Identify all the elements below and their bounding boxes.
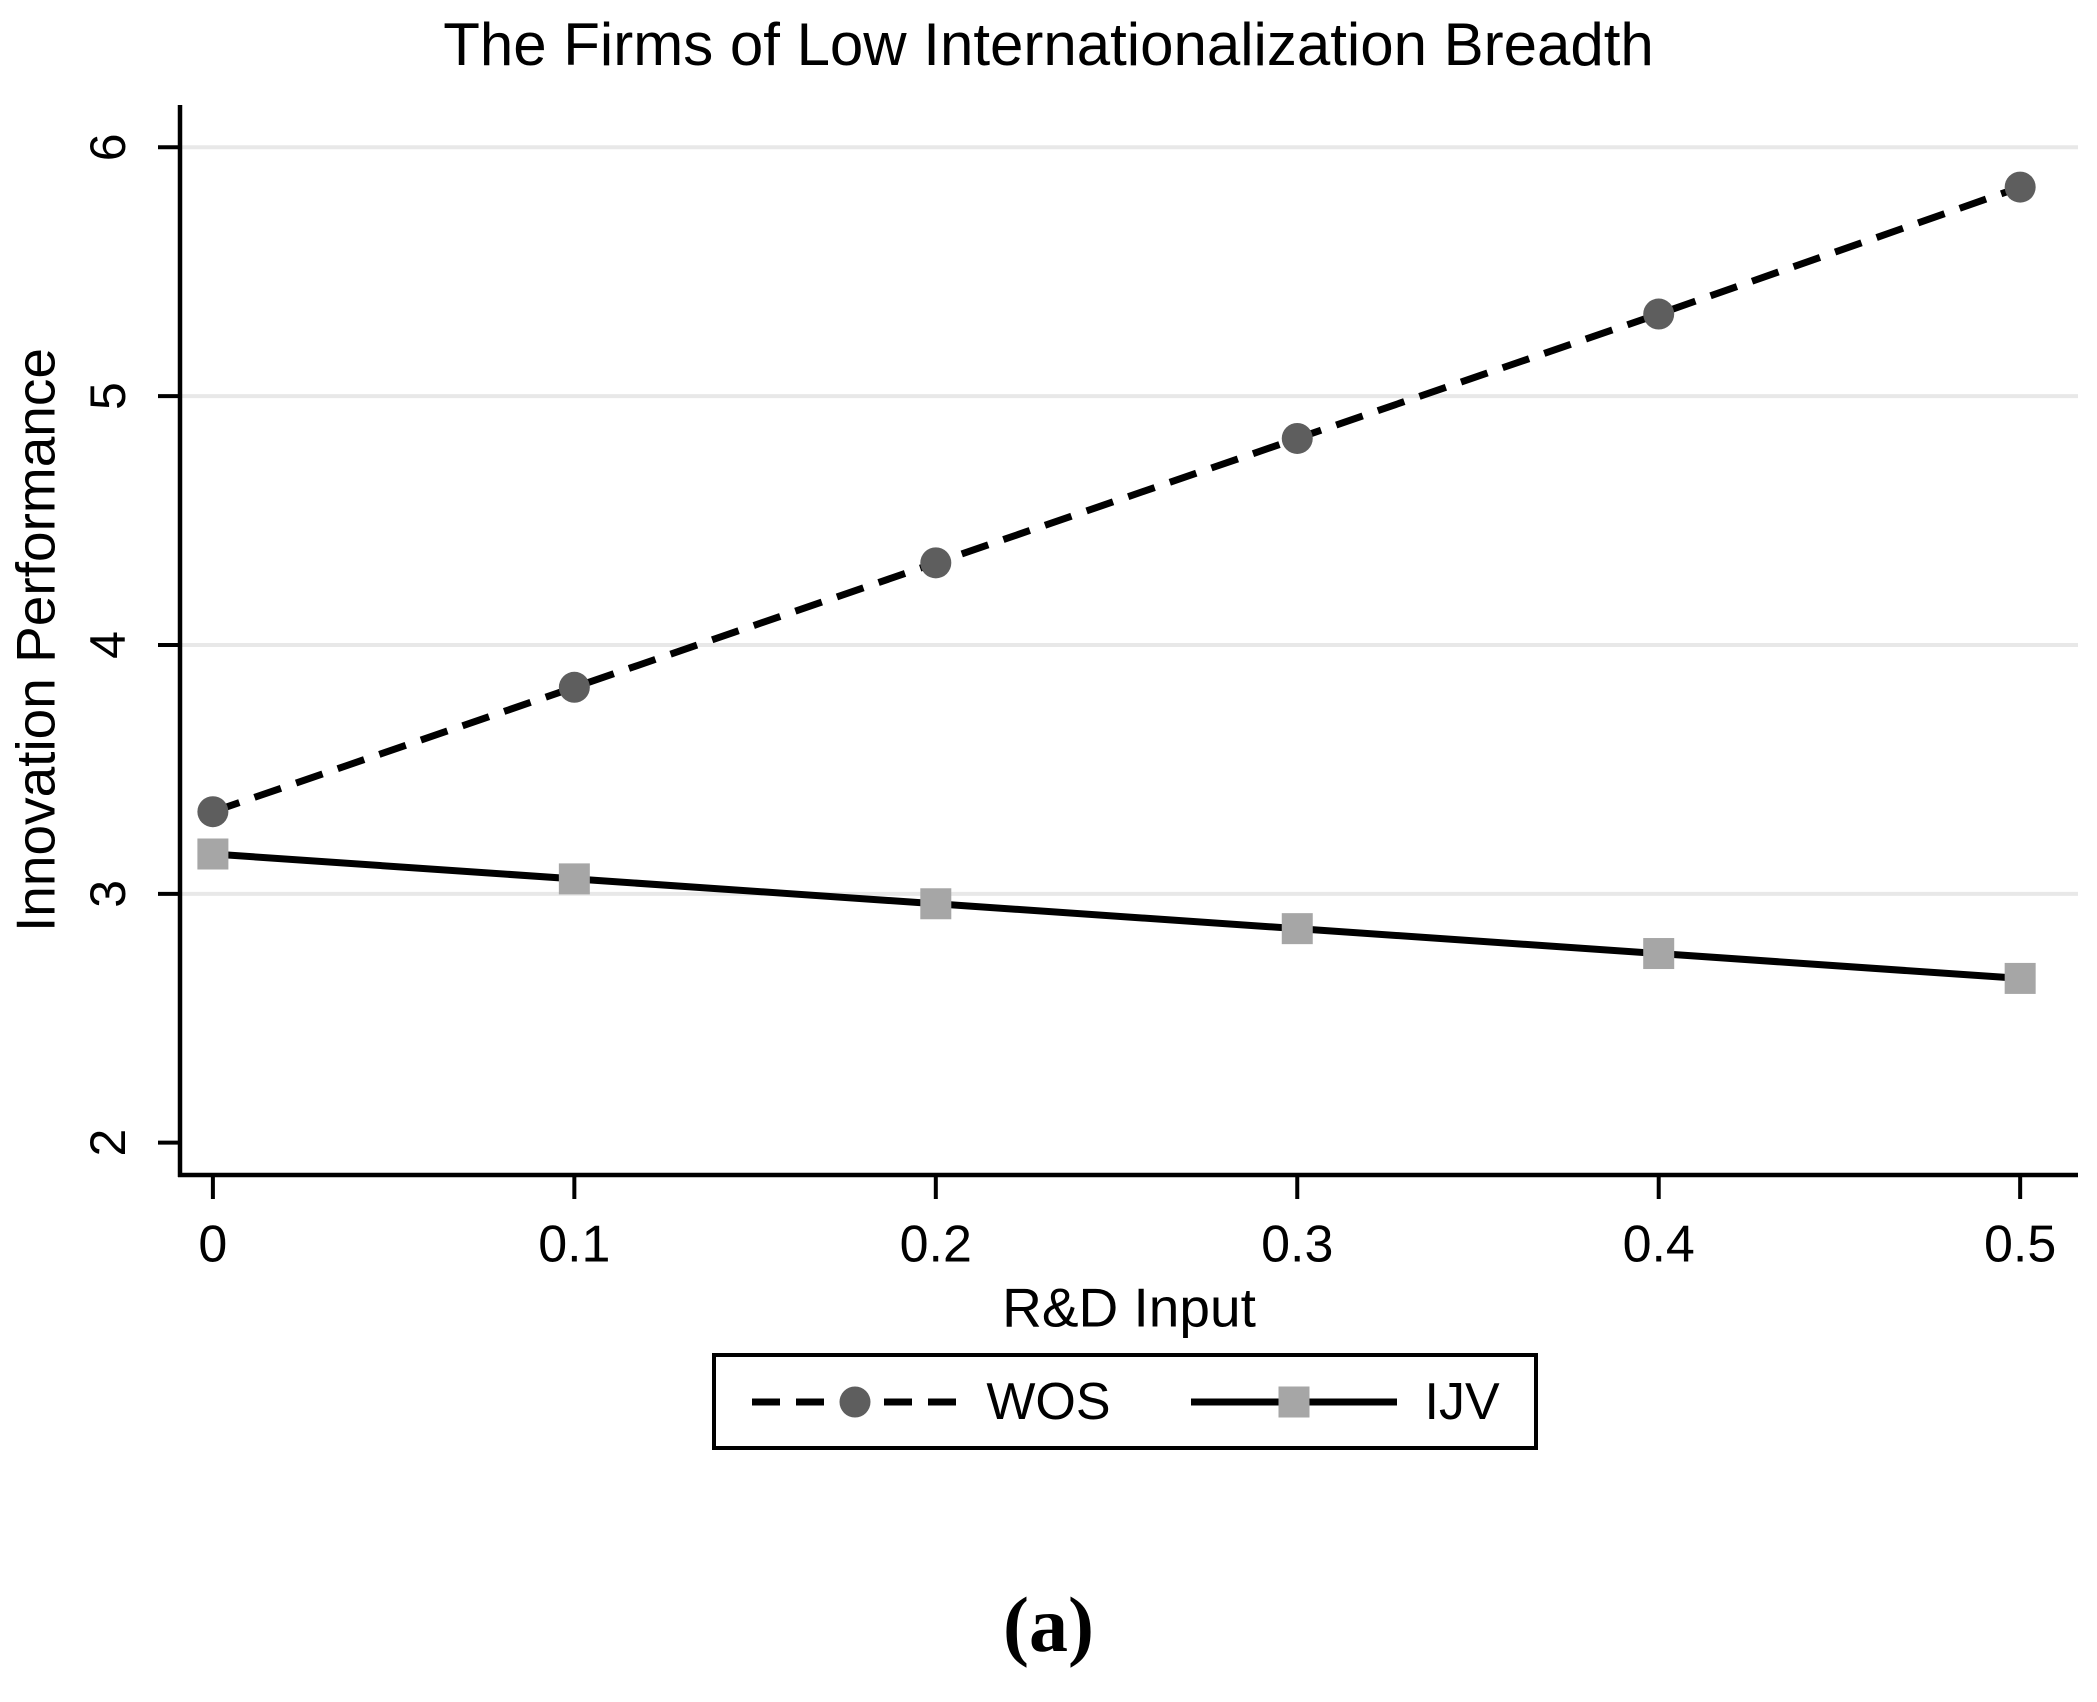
- x-tick-label-0: 0: [198, 1216, 227, 1274]
- marker-ijv-1: [558, 863, 590, 895]
- marker-wos-0: [197, 796, 229, 828]
- marker-ijv-0: [197, 838, 229, 870]
- marker-wos-3: [1281, 422, 1313, 454]
- panel-label: (a): [1003, 1581, 1094, 1668]
- marker-ijv-4: [1643, 938, 1675, 970]
- y-tick-label-3: 3: [80, 880, 136, 908]
- y-tick-label-5: 5: [80, 382, 136, 410]
- marker-ijv-3: [1281, 913, 1313, 945]
- legend-label-wos: WOS: [986, 1372, 1111, 1431]
- x-tick-label-3: 0.3: [1261, 1216, 1333, 1274]
- marker-ijv-2: [920, 888, 952, 920]
- legend-item-ijv: IJV: [1189, 1376, 1500, 1428]
- y-tick-label-6: 6: [80, 133, 136, 161]
- ijv-line-sample-icon: [1190, 1386, 1397, 1417]
- y-tick-label-2: 2: [80, 1129, 136, 1157]
- chart-title: The Firms of Low Internationalization Br…: [443, 11, 1654, 78]
- marker-wos-4: [1643, 298, 1675, 330]
- y-tick-label-4: 4: [80, 631, 136, 659]
- marker-ijv-5: [2004, 962, 2036, 994]
- legend-item-wos: WOS: [750, 1372, 1111, 1431]
- legend-label-ijv: IJV: [1424, 1372, 1500, 1431]
- x-axis-title: R&D Input: [1002, 1277, 1256, 1339]
- x-tick-label-1: 0.1: [538, 1216, 610, 1274]
- x-tick-label-5: 0.5: [1984, 1216, 2056, 1274]
- legend: WOS IJV: [712, 1353, 1538, 1450]
- series-line-wos: [211, 183, 2022, 816]
- x-tick-label-2: 0.2: [900, 1216, 972, 1274]
- y-axis-title: Innovation Performance: [5, 348, 67, 932]
- marker-wos-5: [2004, 171, 2036, 203]
- series-line-ijv: [212, 850, 2021, 982]
- wos-line-sample-icon: [752, 1386, 959, 1417]
- marker-wos-2: [920, 547, 952, 579]
- x-tick-label-4: 0.4: [1623, 1216, 1695, 1274]
- marker-wos-1: [558, 671, 590, 703]
